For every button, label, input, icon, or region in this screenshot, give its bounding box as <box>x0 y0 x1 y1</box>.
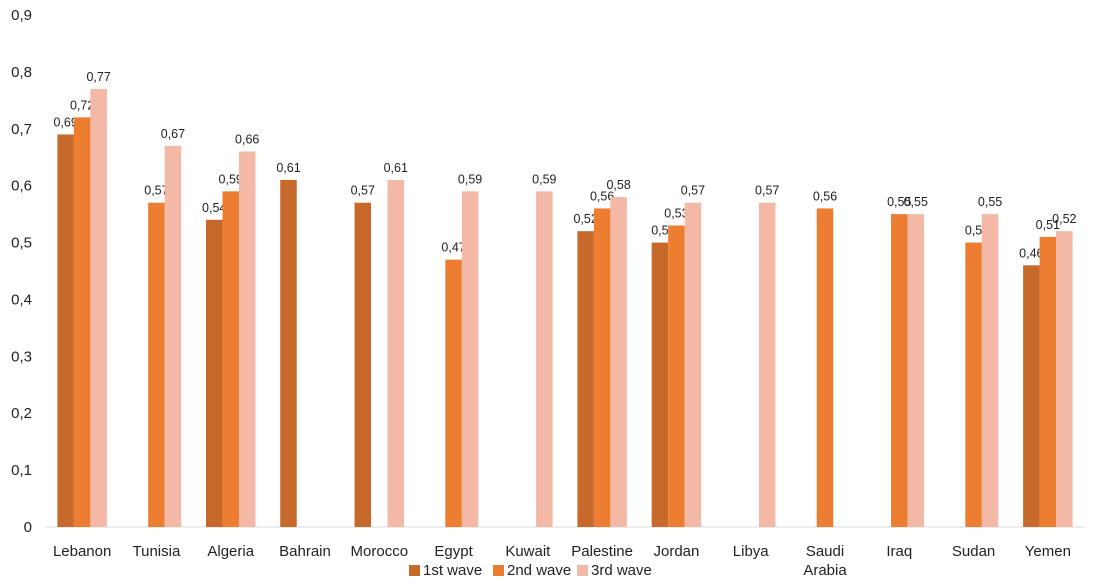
bar <box>445 259 462 527</box>
legend-label: 1st wave <box>423 562 482 579</box>
x-tick-label: Tunisia <box>133 543 181 560</box>
y-tick-label: 0,7 <box>11 121 32 138</box>
data-label: 0,56 <box>590 189 614 203</box>
bar <box>90 88 107 527</box>
data-label: 0,5 <box>965 224 982 238</box>
x-tick-label: Morocco <box>351 543 409 560</box>
bar <box>577 231 594 527</box>
bar <box>461 191 479 527</box>
x-tick-label: Kuwait <box>505 543 551 560</box>
x-axis: Lebanon Tunisia Algeria Bahrain Morocco Egypt… <box>53 543 1071 579</box>
data-label: 0,57 <box>681 184 705 198</box>
data-label: 0,5 <box>651 224 668 238</box>
bar <box>222 191 239 527</box>
y-tick-label: 0,2 <box>11 405 32 422</box>
data-label: 0,54 <box>202 201 226 215</box>
x-tick-label: Lebanon <box>53 543 111 560</box>
data-label: 0,55 <box>887 195 911 209</box>
y-tick-label: 0,3 <box>11 348 32 365</box>
data-label: 0,72 <box>70 98 94 112</box>
bar <box>668 225 685 527</box>
data-label: 0,55 <box>978 195 1002 209</box>
bar <box>148 202 165 527</box>
bar <box>164 145 182 527</box>
bar <box>593 208 611 527</box>
bar <box>387 179 405 527</box>
x-tick-label: Bahrain <box>279 543 331 560</box>
bar <box>965 242 982 528</box>
y-tick-label: 0,8 <box>11 64 32 81</box>
data-label: 0,47 <box>441 241 465 255</box>
x-tick-label: Iraq <box>886 543 912 560</box>
legend-label: 3rd wave <box>591 562 652 579</box>
bar <box>280 179 297 527</box>
data-label: 0,66 <box>235 133 259 147</box>
bar <box>684 202 702 527</box>
bar <box>354 202 372 527</box>
data-label: 0,55 <box>904 195 928 209</box>
bar <box>816 208 834 527</box>
bar <box>536 191 553 527</box>
x-tick-label: Arabia <box>803 562 847 579</box>
data-label: 0,59 <box>458 172 482 186</box>
legend-label: 2nd wave <box>507 562 571 579</box>
bar <box>57 134 74 527</box>
x-tick-label: Jordan <box>653 543 699 560</box>
legend: 1st wave 2nd wave 3rd wave <box>409 562 652 579</box>
bar <box>1023 265 1040 527</box>
y-tick-label: 0 <box>24 519 32 536</box>
data-label: 0,52 <box>573 212 597 226</box>
bar <box>205 219 223 528</box>
data-label: 0,57 <box>755 184 779 198</box>
y-tick-label: 0,6 <box>11 178 32 195</box>
data-label: 0,51 <box>1036 218 1060 232</box>
x-tick-label: Libya <box>733 543 770 560</box>
data-label: 0,52 <box>1052 212 1076 226</box>
data-label: 0,59 <box>219 172 243 186</box>
legend-swatch <box>493 565 504 576</box>
data-label: 0,77 <box>86 70 110 84</box>
x-tick-label: Saudi <box>806 543 844 560</box>
data-label: 0,57 <box>144 184 168 198</box>
y-tick-label: 0,4 <box>11 291 32 308</box>
data-label: 0,58 <box>606 178 630 192</box>
data-label: 0,59 <box>532 172 556 186</box>
data-label: 0,61 <box>384 161 408 175</box>
bars: 0,69 0,72 0,77 0,57 0,67 0,54 0,59 0,66 0,61 0,57… <box>53 70 1077 528</box>
bar <box>1039 236 1057 527</box>
bar <box>1056 231 1073 527</box>
bar <box>981 214 999 527</box>
data-label: 0,46 <box>1019 246 1043 260</box>
data-label: 0,61 <box>276 161 300 175</box>
bar <box>73 117 91 528</box>
x-tick-label: Algeria <box>207 543 254 560</box>
bar <box>238 151 256 528</box>
x-tick-label: Sudan <box>952 543 995 560</box>
data-label: 0,67 <box>161 127 185 141</box>
bar <box>891 214 908 527</box>
bar <box>907 214 925 527</box>
data-label: 0,57 <box>351 184 375 198</box>
bar <box>758 202 776 527</box>
data-label: 0,56 <box>813 189 837 203</box>
legend-swatch <box>409 565 420 576</box>
x-tick-label: Palestine <box>571 543 633 560</box>
x-tick-label: Egypt <box>434 543 473 560</box>
data-label: 0,69 <box>53 115 77 129</box>
data-label: 0,53 <box>664 206 688 220</box>
legend-swatch <box>577 565 588 576</box>
x-tick-label: Yemen <box>1025 543 1071 560</box>
bar <box>610 197 627 528</box>
y-tick-label: 0,1 <box>11 462 32 479</box>
bar <box>651 242 669 528</box>
y-tick-label: 0,9 <box>11 7 32 24</box>
y-tick-label: 0,5 <box>11 235 32 252</box>
